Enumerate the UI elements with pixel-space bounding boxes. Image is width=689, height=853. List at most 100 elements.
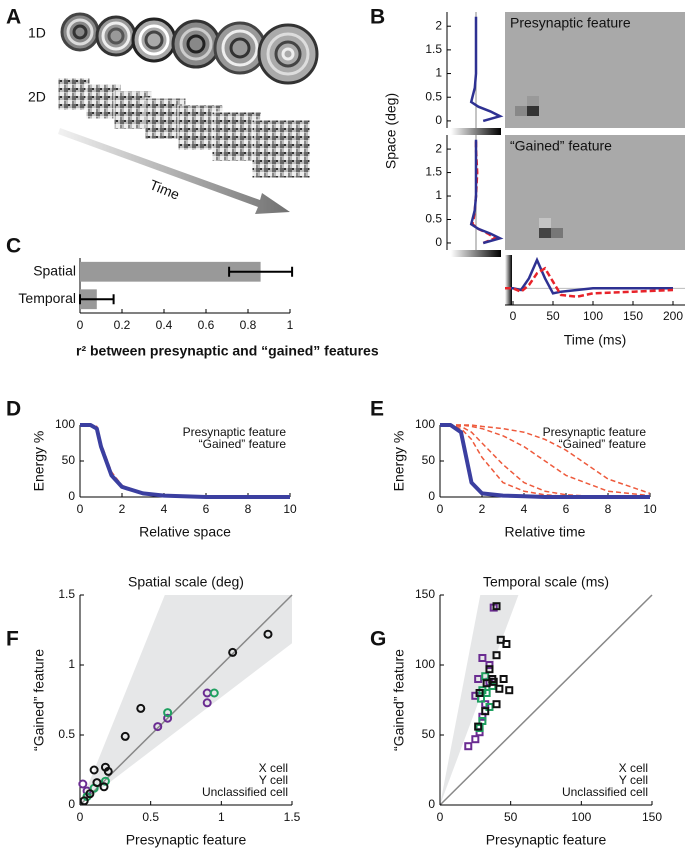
y-tick-label: 0.5	[425, 212, 442, 226]
point	[492, 651, 501, 660]
point	[481, 707, 490, 716]
x-tick-label: 1	[218, 810, 225, 824]
x-axis-label: Presynaptic feature	[126, 832, 247, 848]
stimulus-illustration: 1D 2D Time	[28, 12, 319, 214]
legend-entry: Presynaptic feature	[543, 425, 647, 439]
point	[471, 735, 480, 744]
y-tick-label: 1.5	[58, 587, 75, 601]
y-axis-label: Energy %	[31, 431, 47, 492]
point	[100, 776, 110, 786]
point	[475, 724, 484, 732]
point	[475, 689, 484, 697]
y-tick-label: 0	[435, 235, 442, 249]
x-tick-label: 0	[437, 502, 444, 516]
x-tick-label: 0.6	[198, 318, 215, 332]
category-label: Spatial	[33, 262, 76, 278]
legend-entry: “Gained” feature	[199, 437, 287, 451]
confidence-region	[440, 595, 519, 805]
error-bar	[228, 266, 294, 277]
legend-entry: Presynaptic feature	[183, 425, 287, 439]
point	[464, 742, 473, 751]
x-tick-label: 50	[504, 810, 518, 824]
x-axis-label: Time (ms)	[564, 332, 626, 348]
x-tick-label: 0.4	[156, 318, 173, 332]
panel-label: A	[6, 6, 21, 29]
point	[505, 686, 514, 695]
legend-entry: Unclassified cell	[202, 785, 288, 799]
point	[478, 654, 487, 662]
point	[495, 684, 504, 693]
x-tick-label: 4	[161, 502, 168, 516]
point	[79, 796, 89, 806]
x-tick-label: 0	[510, 309, 517, 323]
point	[92, 778, 102, 788]
y-tick-label: 2	[435, 141, 442, 155]
x-tick-label: 100	[583, 309, 603, 323]
y-tick-label: 1.5	[425, 165, 442, 179]
legend-entry: X cell	[619, 761, 648, 775]
y-axis-label: “Gained” feature	[31, 649, 47, 751]
heatmap-label: “Gained” feature	[510, 138, 612, 154]
x-axis-label: r² between presynaptic and “gained” feat…	[76, 343, 379, 359]
x-tick-label: 8	[245, 502, 252, 516]
y-tick-label: 50	[422, 453, 436, 467]
x-axis-label: Presynaptic feature	[486, 832, 607, 848]
x-tick-label: 200	[663, 309, 683, 323]
y-axis-label: “Gained” feature	[391, 649, 407, 751]
point	[485, 661, 494, 669]
chart-title: Temporal scale (ms)	[483, 574, 609, 590]
point	[78, 779, 88, 789]
identity-line	[439, 594, 653, 806]
bar	[80, 261, 261, 282]
y-axis-label: Space (deg)	[383, 93, 399, 169]
point	[492, 602, 501, 611]
x-axis-label: Relative time	[505, 524, 586, 540]
point	[488, 675, 497, 683]
y-tick-label: 100	[55, 417, 75, 431]
legend-entry: Unclassified cell	[562, 785, 648, 799]
category-label: Temporal	[18, 290, 76, 306]
y-tick-label: 50	[62, 453, 76, 467]
point	[263, 629, 273, 639]
point	[163, 708, 173, 718]
temporal-trace	[505, 266, 674, 298]
panel-label: E	[370, 398, 384, 421]
error-bar	[79, 294, 115, 305]
y-tick-label: 0.5	[58, 727, 75, 741]
point	[209, 688, 219, 698]
point	[99, 782, 109, 792]
y-tick-label: 100	[415, 417, 435, 431]
x-tick-label: 2	[479, 502, 486, 516]
x-tick-label: 6	[203, 502, 210, 516]
point	[85, 789, 95, 799]
point	[502, 640, 511, 648]
temporal-trace	[505, 256, 673, 295]
x-tick-label: 10	[643, 502, 657, 516]
legend-entry: “Gained” feature	[559, 437, 647, 451]
x-tick-label: 4	[521, 502, 528, 516]
panel-label: F	[6, 628, 19, 651]
point	[474, 722, 483, 731]
y-tick-label: 0	[428, 797, 435, 811]
point	[163, 713, 173, 723]
y-tick-label: 0	[68, 797, 75, 811]
spatial-profile	[469, 139, 504, 245]
y-tick-label: 0	[435, 113, 442, 127]
y-tick-label: 50	[422, 727, 436, 741]
y-tick-label: 0.5	[425, 89, 442, 103]
panel-label: B	[370, 6, 385, 29]
x-tick-label: 1	[287, 318, 294, 332]
point	[103, 766, 113, 776]
point	[89, 765, 99, 775]
point	[153, 722, 163, 732]
panel-label: G	[370, 628, 386, 651]
row-label: 1D	[28, 25, 46, 41]
point	[228, 647, 238, 657]
line	[440, 424, 651, 497]
point	[485, 703, 494, 711]
point	[482, 679, 491, 688]
x-tick-label: 0	[77, 318, 84, 332]
y-tick-label: 100	[415, 657, 435, 671]
x-tick-label: 10	[283, 502, 297, 516]
